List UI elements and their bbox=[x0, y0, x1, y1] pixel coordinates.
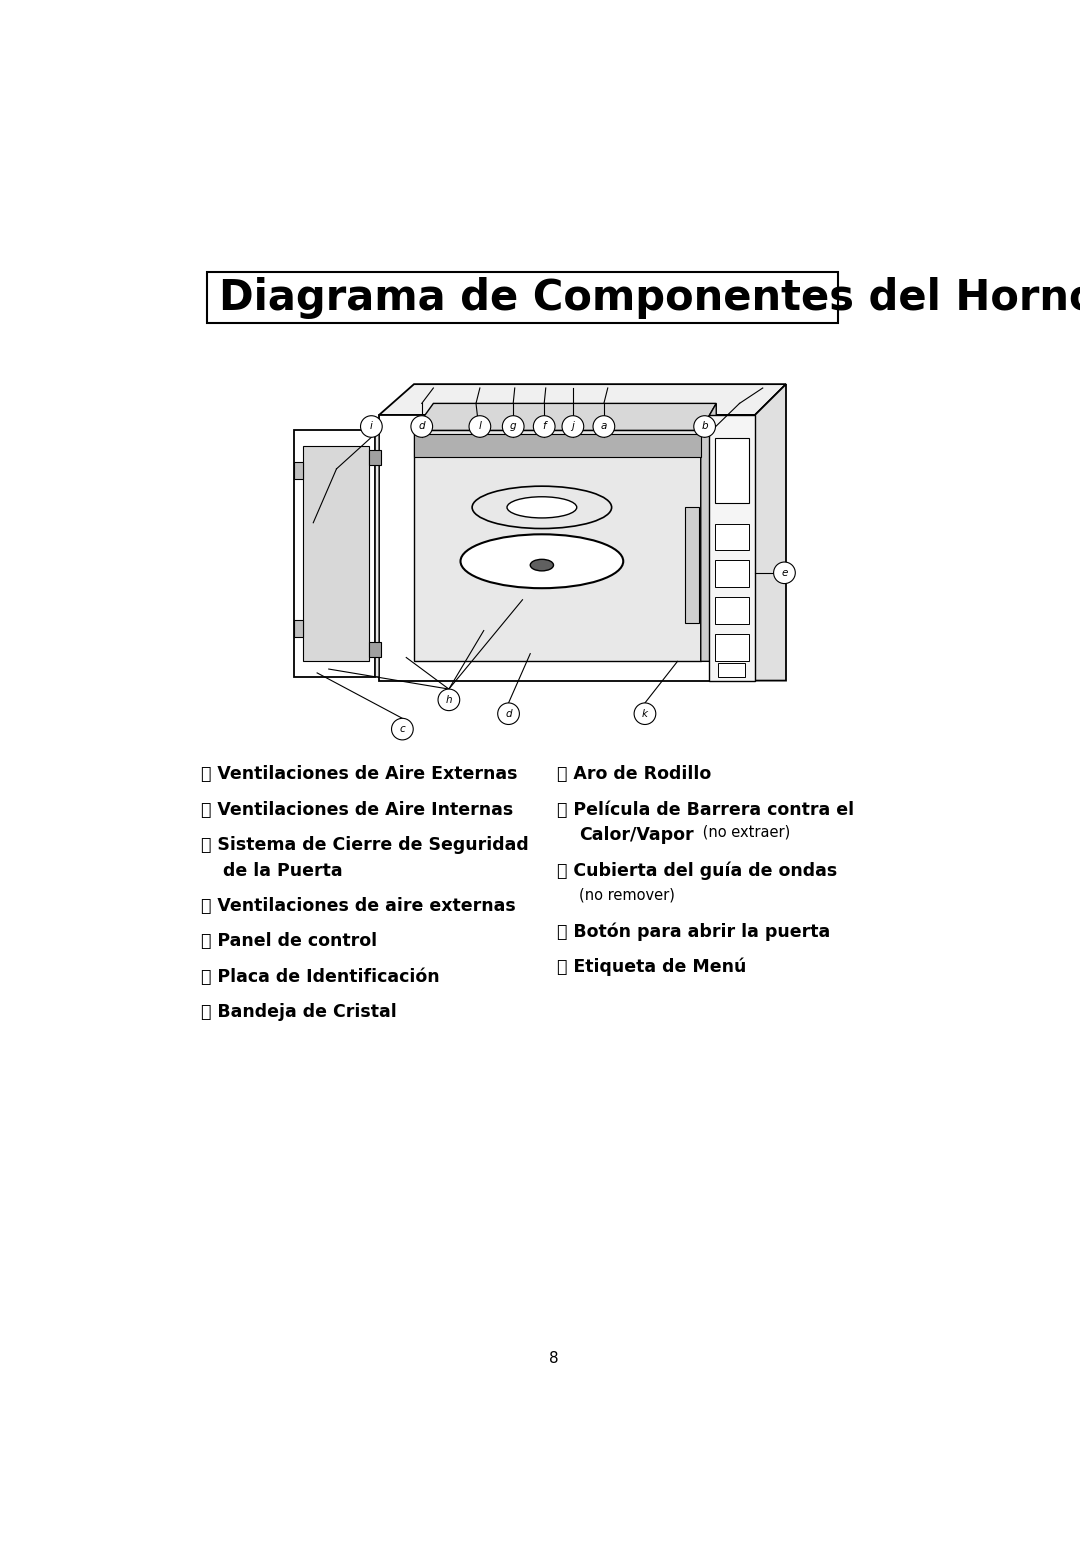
Bar bbox=[715, 524, 748, 551]
Text: ⓛ Etiqueta de Menú: ⓛ Etiqueta de Menú bbox=[557, 958, 746, 977]
Bar bbox=[708, 415, 755, 681]
Bar bbox=[294, 430, 375, 676]
Polygon shape bbox=[379, 383, 786, 415]
Circle shape bbox=[438, 689, 460, 711]
Text: ⓗ Aro de Rodillo: ⓗ Aro de Rodillo bbox=[557, 765, 712, 784]
Text: Calor/Vapor: Calor/Vapor bbox=[579, 826, 693, 844]
Circle shape bbox=[634, 703, 656, 725]
Circle shape bbox=[693, 416, 715, 437]
Bar bbox=[369, 449, 381, 465]
Text: ⓔ Panel de control: ⓔ Panel de control bbox=[201, 933, 377, 950]
Bar bbox=[715, 438, 748, 504]
Text: f: f bbox=[542, 421, 546, 432]
Text: ⓙ Cubierta del guía de ondas: ⓙ Cubierta del guía de ondas bbox=[557, 862, 838, 880]
Text: ⓖ Bandeja de Cristal: ⓖ Bandeja de Cristal bbox=[201, 1003, 396, 1022]
Circle shape bbox=[361, 416, 382, 437]
Text: h: h bbox=[446, 695, 453, 704]
Text: d: d bbox=[418, 421, 426, 432]
Bar bbox=[715, 598, 748, 624]
Bar bbox=[414, 430, 701, 662]
Polygon shape bbox=[414, 404, 716, 430]
Text: ⓓ Ventilaciones de aire externas: ⓓ Ventilaciones de aire externas bbox=[201, 897, 515, 916]
Text: j: j bbox=[571, 421, 575, 432]
Bar bbox=[414, 434, 701, 457]
Ellipse shape bbox=[460, 534, 623, 588]
Circle shape bbox=[534, 416, 555, 437]
Text: 8: 8 bbox=[549, 1351, 558, 1366]
Circle shape bbox=[410, 416, 433, 437]
Text: ⓒ Sistema de Cierre de Seguridad: ⓒ Sistema de Cierre de Seguridad bbox=[201, 836, 528, 854]
Bar bbox=[369, 642, 381, 657]
Ellipse shape bbox=[530, 559, 554, 571]
Circle shape bbox=[392, 718, 414, 740]
Text: ⓚ Botón para abrir la puerta: ⓚ Botón para abrir la puerta bbox=[557, 922, 831, 941]
Text: d: d bbox=[505, 709, 512, 718]
Bar bbox=[718, 664, 745, 676]
Text: a: a bbox=[600, 421, 607, 432]
Bar bbox=[303, 446, 369, 662]
Bar bbox=[685, 507, 699, 623]
Bar bbox=[715, 560, 748, 587]
Text: k: k bbox=[642, 709, 648, 718]
Ellipse shape bbox=[472, 487, 611, 529]
Polygon shape bbox=[755, 383, 786, 681]
Text: b: b bbox=[701, 421, 707, 432]
Text: g: g bbox=[510, 421, 516, 432]
Text: (no remover): (no remover) bbox=[579, 887, 675, 901]
Text: (no extraer): (no extraer) bbox=[698, 825, 791, 840]
Text: ⓐ Ventilaciones de Aire Externas: ⓐ Ventilaciones de Aire Externas bbox=[201, 765, 517, 784]
Text: e: e bbox=[781, 568, 787, 577]
Text: ⓘ Película de Barrera contra el: ⓘ Película de Barrera contra el bbox=[557, 801, 854, 818]
Text: i: i bbox=[370, 421, 373, 432]
Polygon shape bbox=[701, 404, 716, 662]
Circle shape bbox=[502, 416, 524, 437]
Text: de la Puerta: de la Puerta bbox=[222, 862, 342, 880]
Bar bbox=[207, 272, 838, 322]
Text: ⓑ Ventilaciones de Aire Internas: ⓑ Ventilaciones de Aire Internas bbox=[201, 801, 513, 818]
Ellipse shape bbox=[507, 496, 577, 518]
Bar bbox=[379, 415, 755, 681]
Circle shape bbox=[469, 416, 490, 437]
Text: ⓕ Placa de Identificación: ⓕ Placa de Identificación bbox=[201, 967, 440, 986]
Bar bbox=[294, 462, 303, 479]
Text: c: c bbox=[400, 725, 405, 734]
Polygon shape bbox=[375, 415, 379, 676]
Bar bbox=[294, 620, 303, 637]
Circle shape bbox=[498, 703, 519, 725]
Text: l: l bbox=[478, 421, 482, 432]
Circle shape bbox=[773, 562, 795, 584]
Text: Diagrama de Componentes del Horno: Diagrama de Componentes del Horno bbox=[218, 277, 1080, 319]
Circle shape bbox=[593, 416, 615, 437]
Bar bbox=[715, 634, 748, 662]
Circle shape bbox=[562, 416, 583, 437]
